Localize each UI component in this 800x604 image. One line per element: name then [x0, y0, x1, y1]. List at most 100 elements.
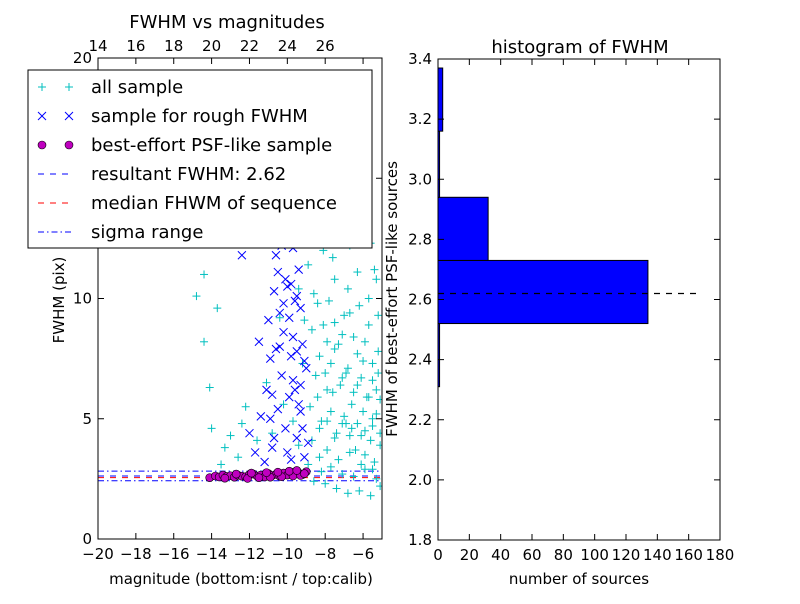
legend-entry-5: sigma range	[38, 222, 203, 243]
point-0-113	[349, 388, 358, 397]
point-0-63	[321, 479, 330, 488]
point-0-110	[326, 359, 335, 368]
point-0-55	[368, 376, 377, 385]
point-0-69	[355, 486, 364, 495]
point-0-125	[368, 414, 377, 423]
scatter-x-axis: −20 −18 −16 −14 −12 −10 −8 −6	[82, 58, 374, 563]
point-1-12	[301, 363, 311, 373]
point-1-4	[271, 250, 281, 260]
point-1-0	[250, 448, 260, 457]
hy-tick-label-3: 2.4	[408, 351, 432, 369]
point-0-15	[275, 313, 284, 322]
point-0-112	[342, 369, 351, 378]
point-1-43	[300, 356, 309, 366]
point-0-91	[353, 268, 362, 277]
point-1-32	[245, 428, 254, 438]
point-1-49	[286, 351, 296, 361]
point-0-35	[330, 345, 339, 354]
point-0-42	[343, 364, 352, 373]
histogram-bars	[438, 67, 702, 388]
hx-tick-label-0: 0	[433, 546, 443, 564]
point-0-11	[241, 402, 250, 411]
point-1-18	[288, 375, 298, 385]
point-0-74	[323, 446, 332, 455]
point-2-37	[284, 466, 294, 476]
x-tick-label-4: −12	[234, 545, 266, 563]
point-1-30	[296, 303, 305, 313]
point-0-100	[323, 337, 332, 346]
point-2-32	[220, 473, 230, 483]
histogram-x-label: number of sources	[509, 570, 649, 588]
point-0-5	[226, 431, 235, 440]
scatter-x-label: magnitude (bottom:isnt / top:calib)	[109, 570, 373, 588]
legend-entry-4: median FHWM of sequence	[38, 193, 337, 214]
point-1-24	[269, 433, 279, 443]
hx-tick-label-2: 40	[491, 546, 510, 564]
point-0-75	[334, 455, 343, 464]
legend-entry-2: best-effort PSF-like sample	[37, 135, 332, 156]
y-tick-label-2: 10	[73, 290, 92, 308]
point-0-89	[330, 275, 339, 284]
point-1-8	[286, 279, 296, 289]
point-0-23	[307, 325, 316, 334]
point-0-105	[360, 337, 369, 346]
point-0-33	[326, 407, 335, 416]
point-1-34	[264, 315, 273, 325]
point-0-131	[300, 316, 309, 325]
point-1-35	[269, 286, 279, 296]
point-0-17	[289, 417, 298, 426]
point-1-47	[279, 298, 288, 308]
point-0-117	[307, 436, 316, 445]
point-1-21	[300, 452, 309, 462]
x-tick-label-2: −16	[158, 545, 190, 563]
x-tick-label-6: −8	[314, 545, 336, 563]
legend: all sample sample for rough FWHM best-effo…	[27, 69, 373, 249]
point-0-77	[357, 460, 366, 469]
point-0-139	[372, 275, 381, 284]
top-tick-label-5: 24	[278, 37, 297, 55]
point-0-120	[330, 433, 339, 442]
point-0-76	[345, 448, 354, 457]
point-0-71	[366, 491, 375, 500]
point-0-123	[353, 419, 362, 428]
point-0-18	[294, 441, 303, 450]
point-1-14	[273, 404, 283, 414]
hy-tick-label-8: 3.4	[408, 50, 432, 68]
legend-entry-3: resultant FWHM: 2.62	[38, 164, 286, 185]
point-1-53	[265, 414, 275, 424]
point-2-35	[262, 468, 271, 477]
point-0-66	[338, 470, 347, 479]
point-0-10	[220, 443, 229, 452]
point-0-12	[253, 436, 262, 445]
point-1-23	[260, 457, 269, 467]
hy-tick-label-5: 2.8	[408, 230, 432, 248]
point-1-55	[286, 455, 296, 464]
point-0-32	[324, 296, 333, 305]
point-0-59	[376, 441, 382, 450]
point-1-22	[303, 438, 313, 448]
point-0-3	[207, 424, 216, 433]
legend-entry-1: sample for rough FWHM	[37, 106, 308, 127]
point-0-25	[311, 371, 320, 380]
legend-marker-1-a	[37, 111, 47, 121]
point-0-6	[234, 453, 243, 462]
point-0-116	[372, 385, 381, 394]
point-0-93	[374, 311, 382, 320]
point-1-15	[277, 371, 287, 380]
point-0-109	[321, 369, 330, 378]
legend-marker-0-b	[65, 83, 73, 91]
point-0-24	[309, 289, 318, 298]
point-1-48	[282, 282, 292, 291]
point-0-65	[332, 484, 341, 493]
y-tick-label-1: 5	[82, 410, 92, 428]
point-0-115	[364, 393, 373, 402]
point-2-36	[273, 467, 283, 477]
point-0-114	[357, 373, 366, 382]
hx-tick-label-5: 100	[580, 546, 609, 564]
point-0-34	[328, 253, 337, 262]
point-0-50	[359, 357, 368, 366]
point-0-0	[192, 292, 201, 301]
point-0-53	[364, 320, 373, 329]
point-0-107	[374, 369, 382, 378]
